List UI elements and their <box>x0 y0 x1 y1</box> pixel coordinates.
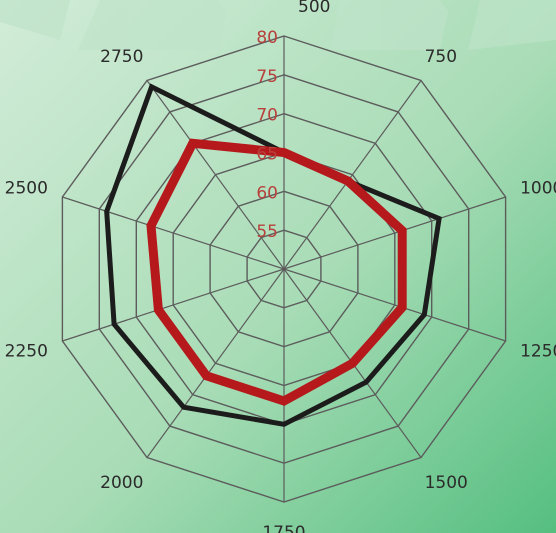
radar-series-layer <box>104 83 442 427</box>
grid-spoke-2250 <box>62 268 285 342</box>
ring-tick-label-55: 55 <box>256 222 278 242</box>
axis-label-2000: 2000 <box>100 473 143 493</box>
background-tabs <box>0 0 556 50</box>
axis-label-2250: 2250 <box>5 341 48 361</box>
ring-tick-label-70: 70 <box>256 106 278 126</box>
axis-label-750: 750 <box>425 47 457 67</box>
axis-label-2750: 2750 <box>100 47 143 67</box>
axis-label-1000: 1000 <box>520 179 556 199</box>
grid-spoke-1250 <box>283 268 506 342</box>
grid-spoke-2500 <box>62 196 285 270</box>
axis-label-1250: 1250 <box>520 341 556 361</box>
radar-grid <box>61 35 507 503</box>
grid-spoke-2000 <box>146 268 285 458</box>
grid-spoke-2750 <box>146 80 285 270</box>
series-line-1 <box>104 83 442 427</box>
axis-label-1500: 1500 <box>425 473 468 493</box>
ring-tick-label-80: 80 <box>256 28 278 48</box>
ring-tick-label-60: 60 <box>256 183 278 203</box>
ring-tick-label-65: 65 <box>256 145 278 165</box>
grid-spoke-750 <box>283 80 422 270</box>
axis-tick-labels: 500 750 1000 1250 1500 1750 2000 2250 2500 2750 <box>5 0 556 533</box>
axis-label-1750: 1750 <box>262 523 305 533</box>
ring-tick-label-75: 75 <box>256 67 278 87</box>
ring-tick-labels: 55 60 65 70 75 80 <box>256 28 278 242</box>
series-line-2 <box>146 138 407 406</box>
axis-label-500: 500 <box>298 0 330 17</box>
axis-label-2500: 2500 <box>5 179 48 199</box>
grid-spoke-1000 <box>283 196 506 270</box>
